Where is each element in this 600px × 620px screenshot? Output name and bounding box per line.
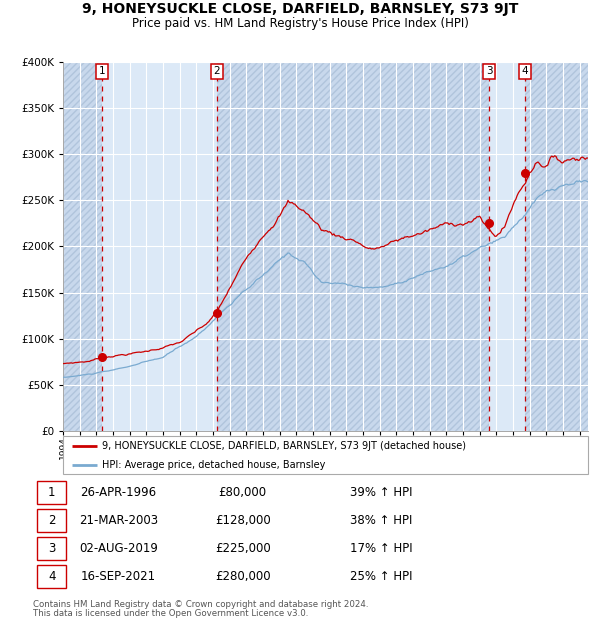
- Text: £80,000: £80,000: [218, 486, 267, 498]
- Text: 17% ↑ HPI: 17% ↑ HPI: [350, 542, 413, 555]
- Text: 3: 3: [486, 66, 493, 76]
- Bar: [525, 62, 588, 431]
- Text: 9, HONEYSUCKLE CLOSE, DARFIELD, BARNSLEY, S73 9JT (detached house): 9, HONEYSUCKLE CLOSE, DARFIELD, BARNSLEY…: [103, 441, 466, 451]
- Bar: [217, 62, 490, 431]
- Bar: [217, 62, 490, 431]
- Text: HPI: Average price, detached house, Barnsley: HPI: Average price, detached house, Barn…: [103, 459, 326, 470]
- Text: 25% ↑ HPI: 25% ↑ HPI: [350, 570, 413, 583]
- Text: 2: 2: [48, 514, 56, 527]
- Text: Price paid vs. HM Land Registry's House Price Index (HPI): Price paid vs. HM Land Registry's House …: [131, 17, 469, 30]
- Text: 4: 4: [48, 570, 56, 583]
- Text: 3: 3: [48, 542, 55, 555]
- Bar: [63, 62, 101, 431]
- Text: 39% ↑ HPI: 39% ↑ HPI: [350, 486, 413, 498]
- Bar: [63, 62, 101, 431]
- Text: 4: 4: [521, 66, 528, 76]
- Text: £128,000: £128,000: [215, 514, 271, 527]
- Text: 26-APR-1996: 26-APR-1996: [80, 486, 157, 498]
- Text: £225,000: £225,000: [215, 542, 271, 555]
- Bar: [490, 62, 525, 431]
- FancyBboxPatch shape: [37, 537, 66, 559]
- FancyBboxPatch shape: [37, 565, 66, 588]
- FancyBboxPatch shape: [63, 436, 588, 474]
- Text: Contains HM Land Registry data © Crown copyright and database right 2024.: Contains HM Land Registry data © Crown c…: [33, 600, 368, 609]
- Text: 02-AUG-2019: 02-AUG-2019: [79, 542, 158, 555]
- FancyBboxPatch shape: [37, 481, 66, 503]
- Text: 16-SEP-2021: 16-SEP-2021: [81, 570, 156, 583]
- Text: £280,000: £280,000: [215, 570, 271, 583]
- FancyBboxPatch shape: [37, 509, 66, 531]
- Bar: [101, 62, 217, 431]
- Text: 21-MAR-2003: 21-MAR-2003: [79, 514, 158, 527]
- Text: 1: 1: [98, 66, 105, 76]
- Text: This data is licensed under the Open Government Licence v3.0.: This data is licensed under the Open Gov…: [33, 609, 308, 618]
- Bar: [525, 62, 588, 431]
- Text: 38% ↑ HPI: 38% ↑ HPI: [350, 514, 413, 527]
- Text: 9, HONEYSUCKLE CLOSE, DARFIELD, BARNSLEY, S73 9JT: 9, HONEYSUCKLE CLOSE, DARFIELD, BARNSLEY…: [82, 2, 518, 16]
- Text: 1: 1: [48, 486, 56, 498]
- Text: 2: 2: [214, 66, 220, 76]
